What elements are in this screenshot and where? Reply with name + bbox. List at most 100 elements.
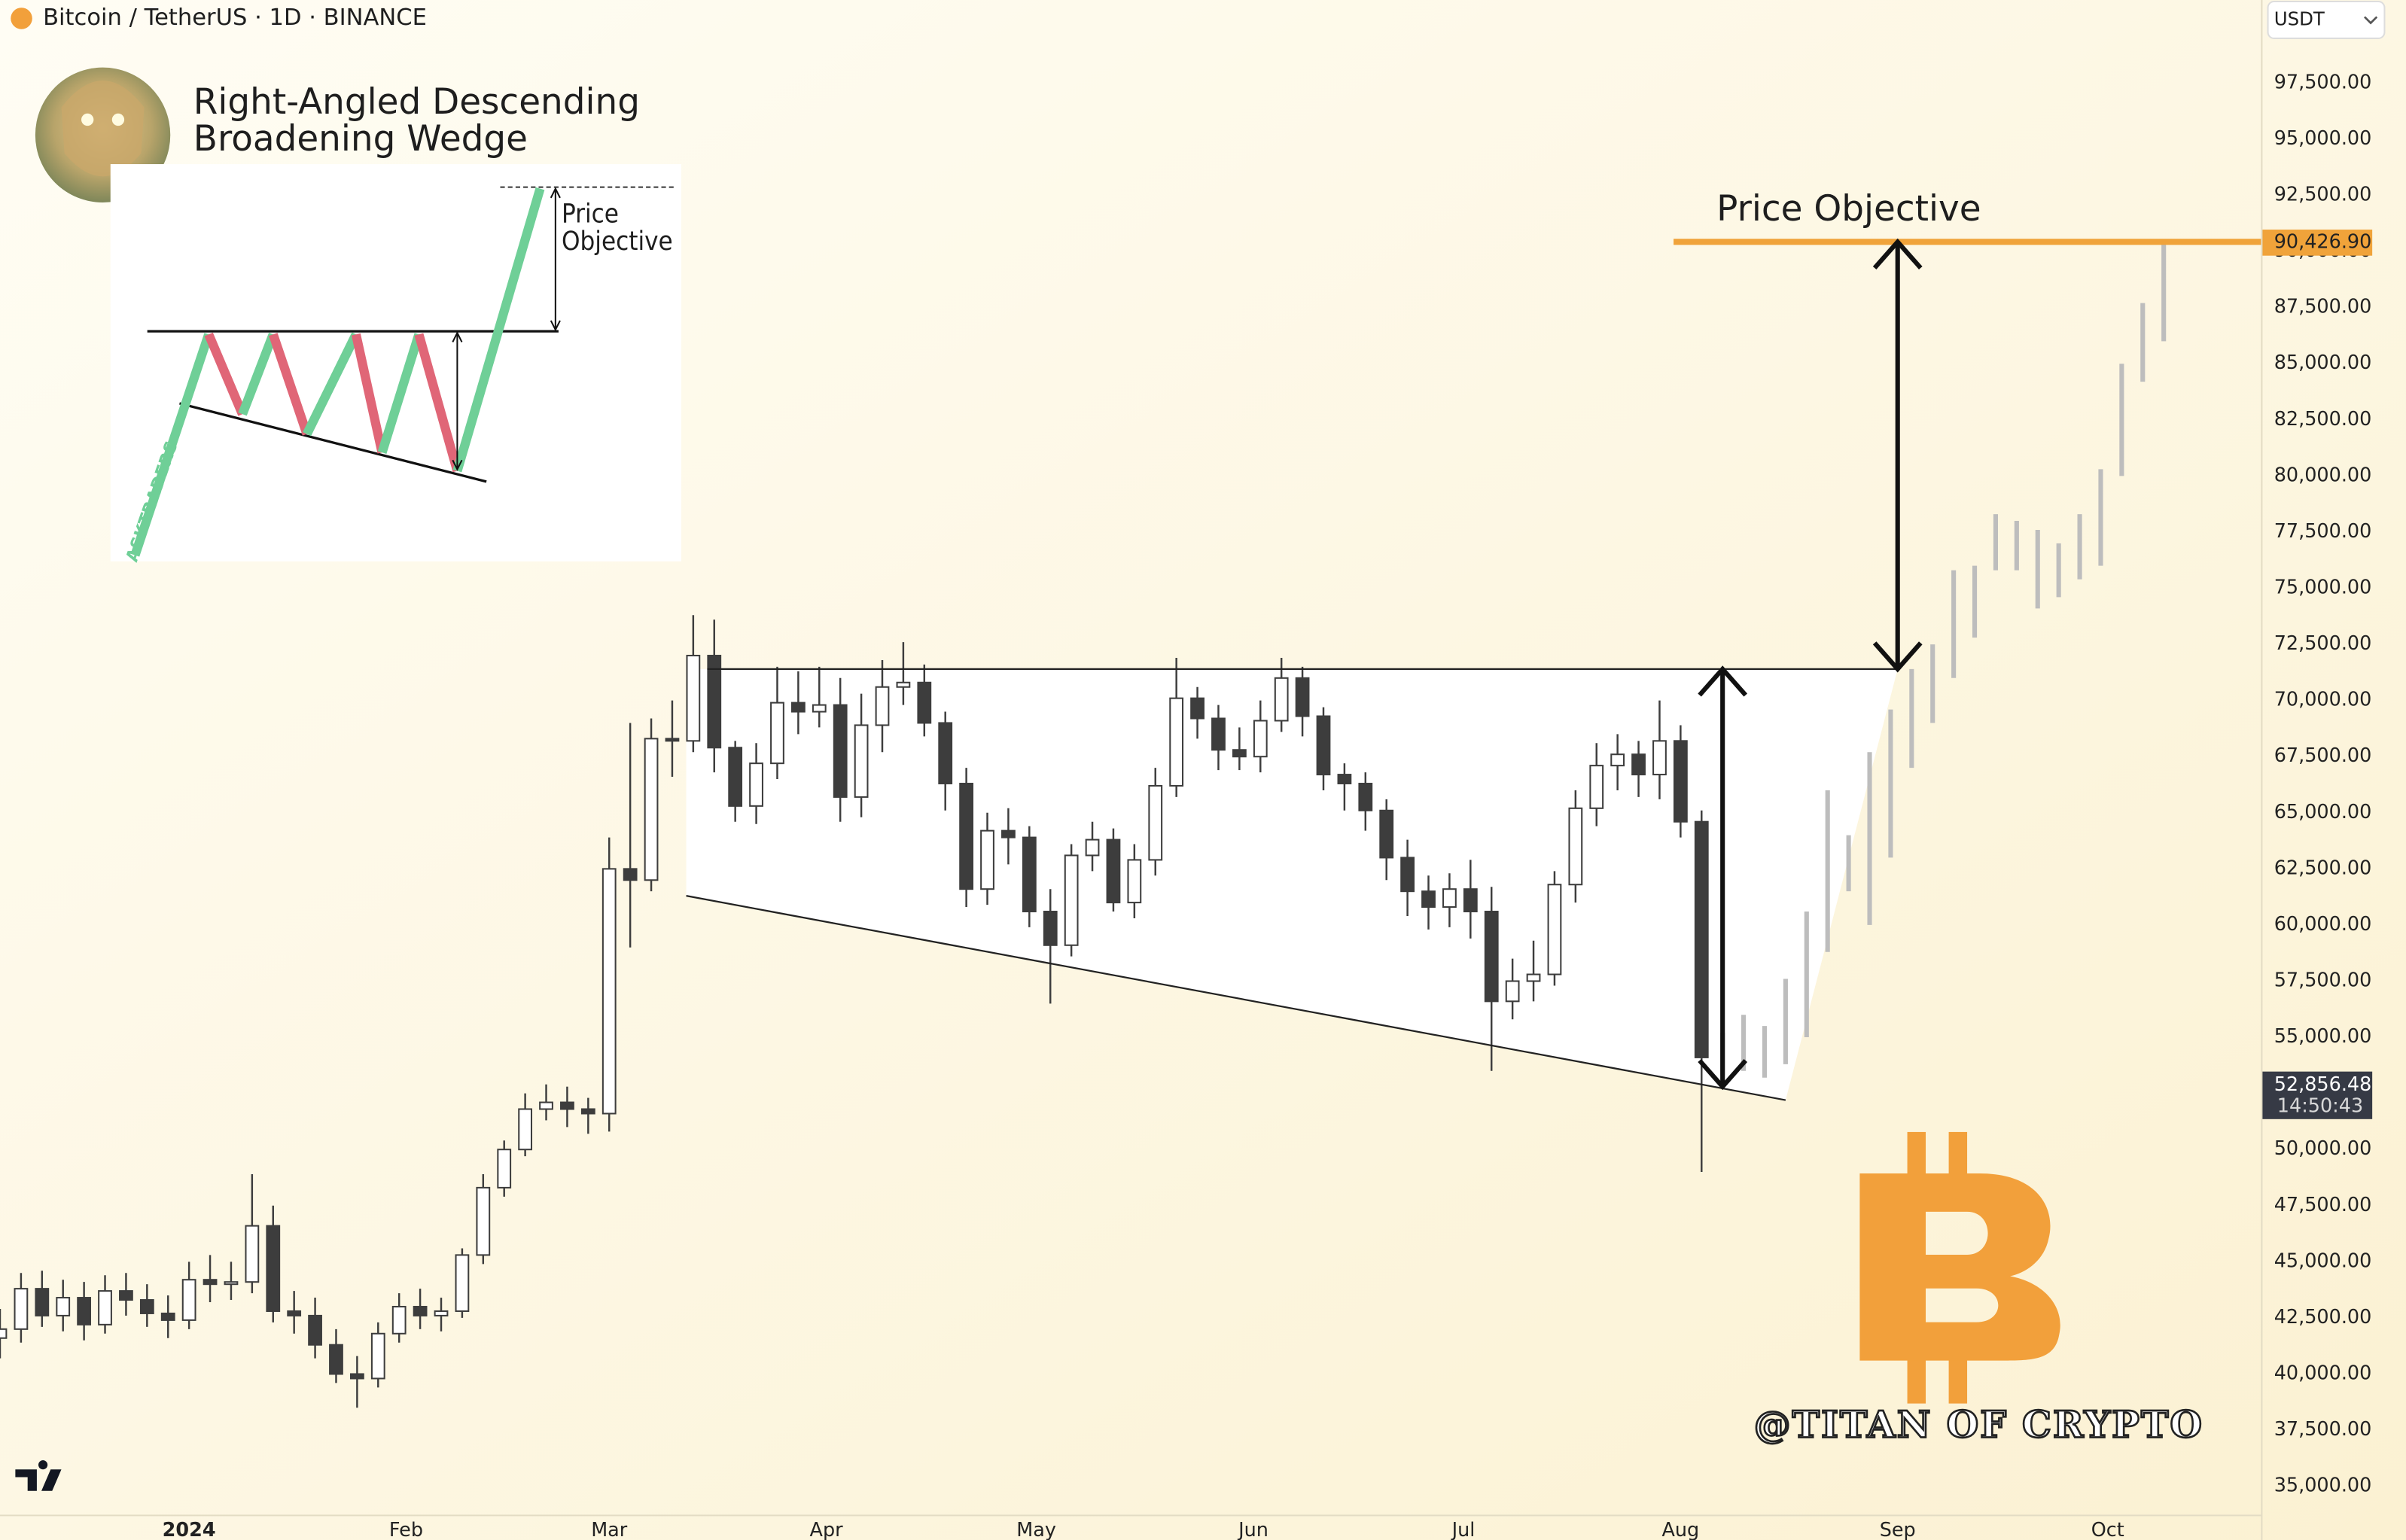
diagram-down-leg [351, 333, 387, 454]
candle-body [287, 1310, 302, 1316]
candle-body [560, 1101, 574, 1110]
y-tick-label: 35,000.00 [2274, 1475, 2372, 1497]
countdown-label: 14:50:43 [2277, 1095, 2363, 1118]
candle-body [1190, 697, 1205, 720]
x-tick-label: Feb [389, 1519, 423, 1540]
y-tick-label: 92,500.00 [2274, 184, 2372, 206]
candle-body [349, 1373, 364, 1380]
candle-body [980, 829, 994, 890]
diagram-label: Price [562, 199, 619, 229]
diagram-background [110, 164, 681, 562]
marks-layer [0, 242, 2167, 1408]
diagram-up-leg [303, 332, 361, 437]
candle-body [1232, 749, 1247, 758]
y-tick-label: 60,000.00 [2274, 913, 2372, 936]
y-tick-label: 82,500.00 [2274, 408, 2372, 431]
candle-body [35, 1288, 50, 1316]
diagram-up-leg [167, 333, 214, 446]
candle-body [77, 1297, 92, 1325]
currency-box[interactable] [2267, 1, 2386, 39]
candle-body [644, 738, 659, 881]
candle-body [1211, 717, 1226, 751]
y-tick-label: 45,000.00 [2274, 1249, 2372, 1272]
logo-prong [1948, 1353, 1968, 1404]
candle-body [1484, 911, 1499, 1003]
y-tick-label: 55,000.00 [2274, 1025, 2372, 1048]
y-tick-label: 50,000.00 [2274, 1137, 2372, 1160]
candle-body [1106, 838, 1121, 904]
y-tick-label: 67,500.00 [2274, 744, 2372, 767]
annotation-layer: 35,000.00 37,500.00 40,000.00 42,500.00 45,0… [163, 71, 2373, 1540]
candle-body [160, 1312, 175, 1321]
candle-body [1169, 697, 1184, 787]
objective-label: Price Objective [1716, 188, 1981, 230]
candle-body [1316, 715, 1331, 776]
inset-title: Right-Angled Descending [193, 81, 640, 123]
candle-body [518, 1108, 533, 1151]
candle-body [1463, 888, 1478, 913]
candle-body [539, 1101, 553, 1110]
tradingview-logo [15, 1460, 62, 1491]
candle-body [1589, 765, 1604, 809]
objective-price-box [2261, 230, 2373, 256]
y-tick-label: 47,500.00 [2274, 1194, 2372, 1216]
candle-body [938, 722, 953, 785]
candle-body [98, 1290, 112, 1325]
y-tick-label: 62,500.00 [2274, 857, 2372, 879]
arrow-head [1872, 641, 1923, 673]
candle-body [790, 702, 806, 713]
candle-body [1421, 890, 1436, 908]
symbol-title: Bitcoin / TetherUS · 1D · BINANCE [43, 5, 427, 31]
diagram-support [179, 402, 487, 483]
y-tick-label: 57,500.00 [2274, 969, 2372, 991]
y-tick-label: 40,000.00 [2274, 1362, 2372, 1384]
candle-body [1610, 753, 1625, 767]
candle-body [1148, 784, 1163, 861]
symbol-icon [11, 8, 32, 29]
y-tick-label: 70,000.00 [2274, 689, 2372, 711]
candle-body [1253, 720, 1268, 758]
candle-body [266, 1225, 281, 1312]
candle-body [308, 1314, 322, 1346]
currency-dropdown[interactable]: USDT [2267, 1, 2386, 39]
candle-body [1022, 836, 1037, 913]
candle-body [749, 762, 763, 807]
candle-body [181, 1279, 196, 1321]
candle-body [1442, 888, 1457, 908]
candle-body [119, 1290, 133, 1301]
candle-body [854, 724, 869, 798]
diagram-up-leg [130, 443, 177, 557]
candle-body [1526, 973, 1541, 982]
trendline [686, 895, 1786, 1101]
logo-prong [1948, 1131, 1968, 1182]
candle-body [959, 782, 974, 890]
currency-label[interactable]: USDT [2274, 8, 2325, 29]
dropdown-caret [2364, 16, 2378, 25]
candle-body [1379, 809, 1394, 859]
x-tick-label: Sep [1880, 1519, 1916, 1540]
candle-body [329, 1344, 343, 1375]
candle-body [1274, 677, 1289, 722]
candle-body [391, 1305, 407, 1335]
diagram-up-leg [452, 187, 545, 473]
pattern-diagram: Price Objective ASKTRADERS [110, 164, 681, 565]
bitcoin-logo [1859, 1131, 2060, 1404]
logo-b [1859, 1173, 2060, 1361]
candle-body [1001, 829, 1016, 838]
avatar-face [61, 80, 145, 177]
candle-body [833, 704, 848, 798]
candle-body [413, 1305, 428, 1316]
diagram-down-leg [414, 333, 462, 473]
inset-title: Broadening Wedge [193, 118, 528, 160]
x-tick-label: 2024 [163, 1519, 216, 1540]
last-price-box [2261, 1071, 2373, 1119]
candle-body [1400, 857, 1415, 893]
x-tick-label: Jul [1451, 1519, 1476, 1540]
candle-body [1337, 774, 1352, 785]
candle-body [1295, 677, 1310, 717]
arrow-head [1698, 665, 1748, 697]
candle-body [1127, 859, 1142, 904]
y-tick-label: 80,000.00 [2274, 464, 2372, 486]
candle-body [245, 1225, 260, 1283]
